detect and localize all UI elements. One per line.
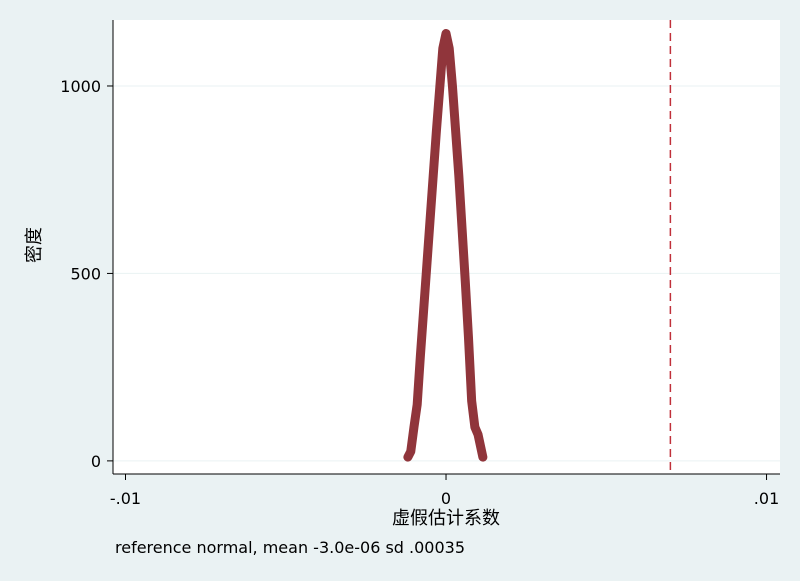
y-tick-label: 500 <box>70 264 101 283</box>
density-line <box>403 28 488 462</box>
plot-area <box>113 20 780 474</box>
x-axis-title: 虚假估计系数 <box>392 508 500 529</box>
x-tick-label: -.01 <box>110 489 141 508</box>
note: reference normal, mean -3.0e-06 sd .0003… <box>115 538 465 557</box>
y-tick-label: 1000 <box>60 77 101 96</box>
y-axis-title: 密度 <box>24 227 45 263</box>
x-tick-label: .01 <box>754 489 779 508</box>
y-tick-label: 0 <box>91 452 101 471</box>
x-tick-label: 0 <box>441 489 451 508</box>
